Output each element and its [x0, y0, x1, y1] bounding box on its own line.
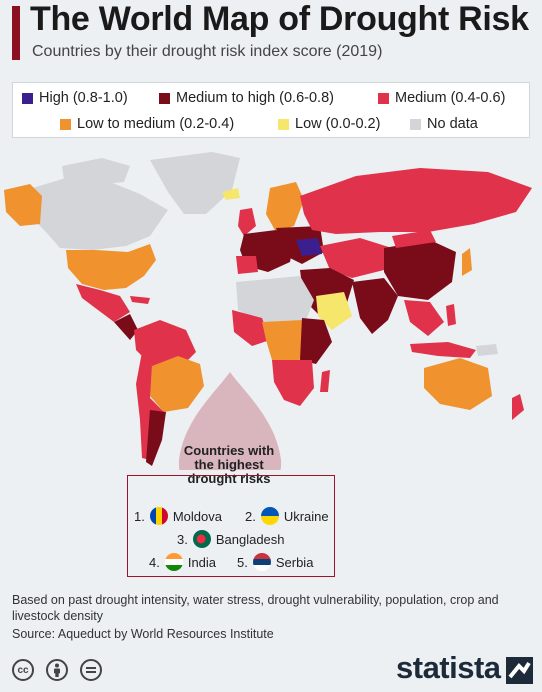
country-name: Moldova [172, 508, 222, 524]
legend-item-medium: Medium (0.4-0.6) [378, 90, 505, 106]
legend-swatch [60, 118, 71, 130]
legend-swatch [22, 92, 33, 104]
region-canada [26, 178, 168, 250]
legend-item-high: High (0.8-1.0) [22, 90, 128, 106]
country-name: Bangladesh [215, 531, 285, 547]
country-name: India [187, 554, 217, 570]
region-indonesia [410, 342, 476, 358]
region-png [476, 344, 498, 356]
moldova-flag-icon [149, 507, 168, 525]
region-australia [424, 358, 492, 410]
region-new-zealand [512, 394, 524, 420]
region-north-africa [236, 276, 314, 322]
region-greenland [150, 152, 240, 214]
ukraine-flag-icon [260, 507, 279, 525]
region-japan [462, 248, 472, 276]
region-india [352, 278, 398, 334]
person-icon [54, 663, 60, 677]
source-link[interactable]: Source: Aqueduct by World Resources Inst… [12, 627, 274, 641]
title-accent-bar [12, 6, 20, 60]
legend-item-low-medium: Low to medium (0.2-0.4) [60, 116, 234, 132]
region-china [384, 240, 456, 300]
rank-number: 4. [149, 554, 160, 570]
serbia-flag-icon [252, 553, 271, 571]
legend-swatch [278, 118, 289, 130]
region-scandinavia [266, 182, 304, 232]
world-map [4, 152, 532, 470]
region-alaska [4, 184, 42, 226]
legend-label: Medium (0.4-0.6) [395, 90, 506, 106]
list-item: 2. Ukraine [245, 507, 329, 525]
legend-item-low: Low (0.0-0.2) [278, 116, 380, 132]
region-usa [66, 244, 156, 290]
no-derivatives-icon[interactable] [80, 659, 102, 681]
legend-label: Low (0.0-0.2) [295, 116, 381, 132]
rank-number: 3. [177, 531, 188, 547]
region-brazil [150, 356, 204, 412]
equals-icon [86, 667, 96, 673]
list-item: 3. Bangladesh [177, 530, 285, 548]
region-cuba [130, 296, 150, 304]
country-name: Ukraine [283, 508, 329, 524]
legend-swatch [378, 92, 389, 104]
page-subtitle: Countries by their drought risk index sc… [32, 43, 383, 60]
legend-label: Medium to high (0.6-0.8) [176, 90, 334, 106]
region-southeast-asia [404, 300, 444, 336]
region-russia [300, 168, 532, 234]
region-philippines [446, 304, 456, 326]
list-item: 5. Serbia [237, 553, 313, 571]
region-west-africa [232, 310, 270, 346]
region-iceland [222, 188, 240, 200]
bangladesh-flag-icon [192, 530, 211, 548]
region-east-africa [300, 318, 332, 364]
legend-swatch [410, 118, 421, 130]
region-canada-north [62, 158, 130, 186]
statista-logo[interactable]: statista [396, 650, 501, 685]
methodology-note: Based on past drought intensity, water s… [12, 593, 499, 623]
region-central-asia [320, 238, 392, 278]
legend-swatch [159, 92, 170, 104]
map-legend: High (0.8-1.0) Medium to high (0.6-0.8) … [12, 82, 530, 138]
region-mongolia [392, 230, 436, 248]
creative-commons-icon[interactable]: cc [12, 659, 34, 681]
region-mexico [76, 284, 130, 322]
list-item: 1. Moldova [134, 507, 222, 525]
legend-item-no-data: No data [410, 116, 478, 132]
country-name: Serbia [275, 554, 314, 570]
region-central-america [114, 314, 138, 340]
rank-number: 2. [245, 508, 256, 524]
attribution-icon[interactable] [46, 659, 68, 681]
rank-number: 1. [134, 508, 145, 524]
india-flag-icon [164, 553, 183, 571]
rank-number: 5. [237, 554, 248, 570]
legend-label: No data [427, 116, 478, 132]
region-uk [238, 208, 256, 236]
statista-logo-mark-icon [506, 657, 533, 684]
legend-label: High (0.8-1.0) [39, 90, 128, 106]
page-title: The World Map of Drought Risk [30, 0, 529, 38]
region-ukraine-moldova [296, 238, 322, 256]
legend-label: Low to medium (0.2-0.4) [77, 116, 235, 132]
top-risk-list: 1. Moldova 2. Ukraine 3. Bangladesh 4. I… [127, 475, 335, 577]
region-spain [236, 256, 258, 274]
region-southern-africa [272, 360, 314, 406]
region-arabia [316, 292, 352, 330]
list-item: 4. India [149, 553, 216, 571]
region-argentina [146, 410, 166, 466]
region-madagascar [320, 370, 330, 392]
callout-drop-shape [178, 372, 282, 470]
legend-item-medium-high: Medium to high (0.6-0.8) [159, 90, 334, 106]
